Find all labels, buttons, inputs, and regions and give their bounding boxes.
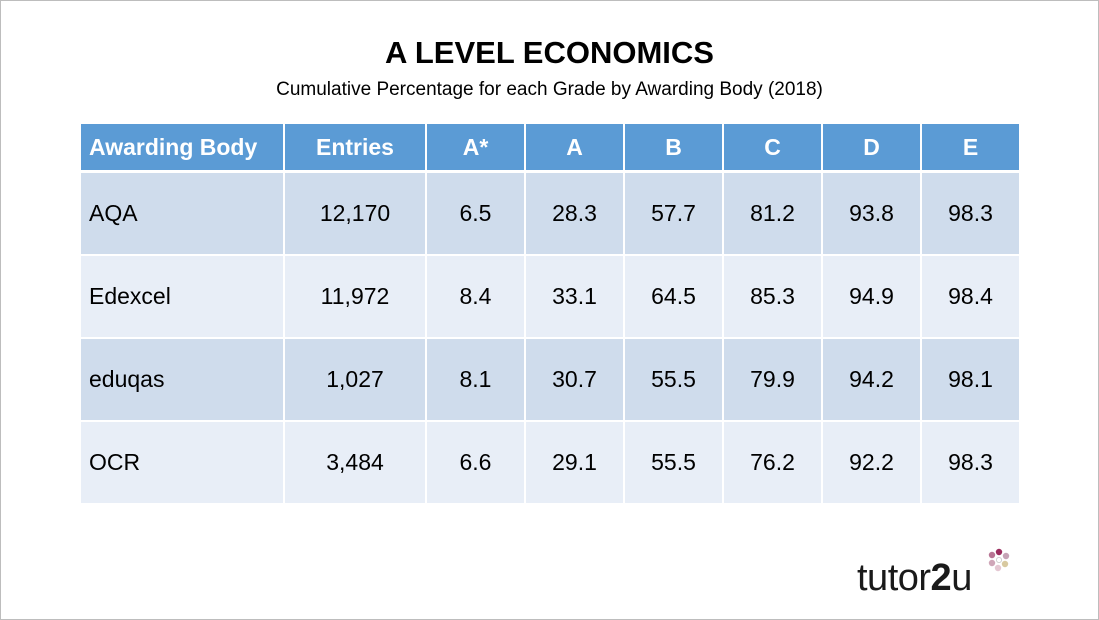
cell-grade-b: 55.5 xyxy=(624,421,724,505)
logo-text-u: u xyxy=(951,557,972,599)
table-row: OCR 3,484 6.6 29.1 55.5 76.2 92.2 98.3 xyxy=(81,421,1019,505)
cell-grade-b: 55.5 xyxy=(624,338,724,422)
table-header-row: Awarding Body Entries A* A B C D E xyxy=(81,124,1019,173)
tutor2u-logo: tutor2u xyxy=(857,557,972,600)
cell-grade-c: 85.3 xyxy=(723,255,823,339)
cell-grade-b: 57.7 xyxy=(624,171,724,256)
table-row: eduqas 1,027 8.1 30.7 55.5 79.9 94.2 98.… xyxy=(81,338,1019,422)
header-grade-e: E xyxy=(921,124,1019,173)
cell-entries: 3,484 xyxy=(284,421,427,505)
grades-table: Awarding Body Entries A* A B C D E AQA 1… xyxy=(81,124,1019,505)
cell-grade-b: 64.5 xyxy=(624,255,724,339)
header-grade-astar: A* xyxy=(426,124,526,173)
cell-grade-e: 98.4 xyxy=(921,255,1019,339)
header-grade-d: D xyxy=(822,124,922,173)
slide-title: A LEVEL ECONOMICS xyxy=(385,35,714,70)
cell-awarding-body: Edexcel xyxy=(81,255,285,339)
cell-grade-a: 28.3 xyxy=(525,171,625,256)
logo-text-2: 2 xyxy=(930,557,952,599)
cell-grade-a: 30.7 xyxy=(525,338,625,422)
table-row: Edexcel 11,972 8.4 33.1 64.5 85.3 94.9 9… xyxy=(81,255,1019,339)
cell-grade-d: 94.9 xyxy=(822,255,922,339)
header-entries: Entries xyxy=(284,124,427,173)
cell-grade-e: 98.1 xyxy=(921,338,1019,422)
cell-grade-astar: 6.5 xyxy=(426,171,526,256)
header-awarding-body: Awarding Body xyxy=(81,124,285,173)
cell-grade-astar: 6.6 xyxy=(426,421,526,505)
cell-grade-astar: 8.1 xyxy=(426,338,526,422)
cell-entries: 12,170 xyxy=(284,171,427,256)
header-grade-c: C xyxy=(723,124,823,173)
cell-grade-d: 93.8 xyxy=(822,171,922,256)
cell-entries: 11,972 xyxy=(284,255,427,339)
cell-awarding-body: AQA xyxy=(81,171,285,256)
cell-grade-astar: 8.4 xyxy=(426,255,526,339)
cell-grade-c: 79.9 xyxy=(723,338,823,422)
logo-text-tutor: tutor xyxy=(857,557,931,599)
cell-grade-c: 76.2 xyxy=(723,421,823,505)
header-grade-b: B xyxy=(624,124,724,173)
cell-grade-c: 81.2 xyxy=(723,171,823,256)
cell-grade-e: 98.3 xyxy=(921,171,1019,256)
slide-subtitle: Cumulative Percentage for each Grade by … xyxy=(276,79,823,100)
flower-icon xyxy=(988,548,1010,572)
cell-entries: 1,027 xyxy=(284,338,427,422)
header-grade-a: A xyxy=(525,124,625,173)
table-row: AQA 12,170 6.5 28.3 57.7 81.2 93.8 98.3 xyxy=(81,171,1019,256)
cell-grade-d: 92.2 xyxy=(822,421,922,505)
cell-grade-a: 29.1 xyxy=(525,421,625,505)
cell-grade-a: 33.1 xyxy=(525,255,625,339)
cell-grade-e: 98.3 xyxy=(921,421,1019,505)
cell-awarding-body: OCR xyxy=(81,421,285,505)
cell-grade-d: 94.2 xyxy=(822,338,922,422)
cell-awarding-body: eduqas xyxy=(81,338,285,422)
